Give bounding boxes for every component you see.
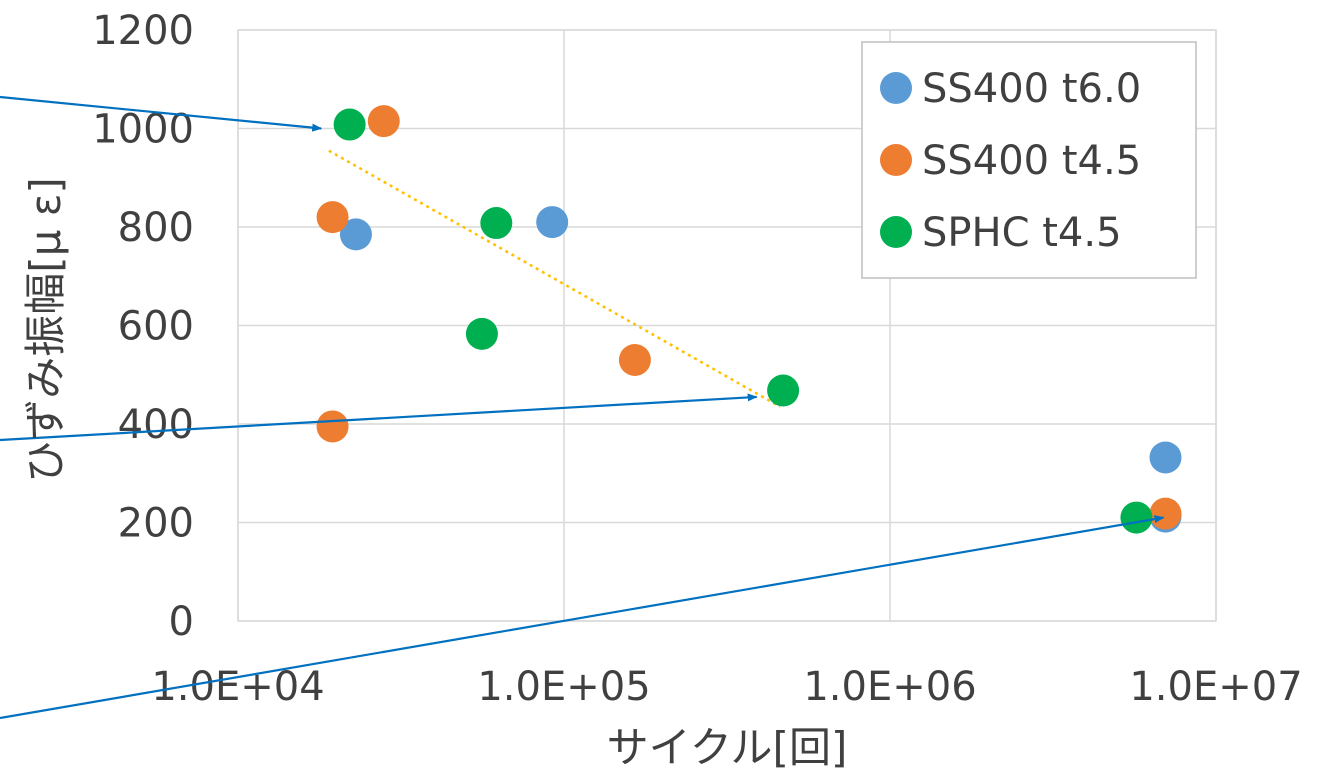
x-tick-labels: 1.0E+04 1.0E+05 1.0E+06 1.0E+07	[151, 664, 1302, 710]
data-point	[480, 207, 513, 240]
legend-label: SS400 t4.5	[922, 138, 1141, 184]
annotation-arrow	[0, 393, 758, 442]
legend-marker	[880, 216, 912, 248]
y-tick-label: 0	[169, 599, 194, 645]
trendline-layer	[328, 149, 781, 408]
data-point	[1149, 441, 1182, 474]
legend-marker	[880, 144, 912, 176]
data-points	[316, 105, 1182, 534]
legend-label: SPHC t4.5	[922, 210, 1122, 256]
trendline	[328, 149, 781, 408]
data-point	[333, 108, 366, 141]
data-point	[316, 201, 349, 234]
annotation-arrows	[0, 95, 1165, 720]
annotation-arrow	[0, 515, 1165, 720]
y-tick-label: 400	[118, 402, 194, 448]
data-point	[767, 374, 800, 407]
data-point	[339, 218, 372, 251]
legend: SS400 t6.0 SS400 t4.5 SPHC t4.5	[861, 41, 1197, 279]
data-point	[465, 317, 498, 350]
y-tick-label: 1000	[92, 107, 194, 153]
y-tick-label: 200	[118, 501, 194, 547]
y-tick-labels: 0 200 400 600 800 1000 1200	[92, 8, 194, 645]
data-point	[618, 343, 651, 376]
y-tick-label: 1200	[92, 8, 194, 54]
y-tick-label: 600	[118, 304, 194, 350]
x-tick-label: 1.0E+07	[1129, 664, 1302, 710]
legend-marker	[880, 72, 912, 104]
x-tick-label: 1.0E+06	[803, 664, 976, 710]
y-axis-title: ひずみ振幅[μ ε]	[21, 177, 70, 483]
x-axis-title: サイクル[回]	[607, 723, 848, 772]
legend-box	[861, 41, 1197, 279]
data-point	[316, 410, 349, 443]
y-tick-label: 800	[118, 205, 194, 251]
data-point	[1149, 497, 1182, 530]
annotation-arrow	[0, 95, 323, 132]
data-point	[536, 206, 569, 239]
x-tick-label: 1.0E+05	[477, 664, 650, 710]
data-point	[1120, 501, 1153, 534]
legend-label: SS400 t6.0	[922, 66, 1141, 112]
data-point	[367, 105, 400, 138]
